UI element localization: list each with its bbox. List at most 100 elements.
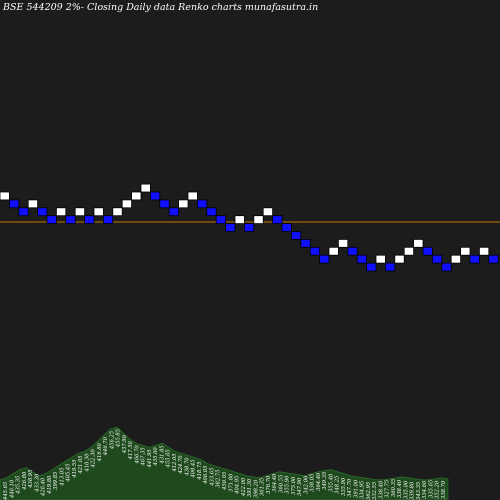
price-label: 338.40 [378,480,384,499]
price-label: 338.05 [310,474,316,492]
price-label: 364.40 [272,473,278,492]
renko-brick-up [27,199,39,209]
price-label: 445.65 [3,482,9,500]
price-label: 446.70 [103,436,109,456]
price-label: 355.40 [328,473,334,492]
renko-brick-down [37,207,48,217]
price-label: 438.70 [185,457,191,477]
renko-brick-down [149,191,161,201]
price-label: 406.05 [203,466,209,485]
renko-brick-up [140,183,151,193]
renko-brick-down [300,238,311,248]
renko-brick-up [375,254,386,264]
renko-brick-down [206,207,217,217]
renko-brick-down [309,246,321,256]
renko-brick-up [253,215,264,224]
renko-brick-up [413,238,424,248]
price-label: 455.05 [166,449,172,468]
renko-brick-up [234,215,245,224]
price-label: 376.70 [266,475,272,494]
price-label: 412.05 [172,453,178,472]
renko-brick-down [488,254,499,264]
renko-brick-down [65,215,76,224]
price-label: 456.25 [109,431,115,450]
renko-brick-down [422,246,433,256]
price-label: 455.85 [116,429,122,448]
price-label: 417.50 [128,441,134,461]
price-label: 437.90 [122,434,128,454]
price-label: 399.85 [53,472,59,490]
renko-brick-down [290,231,302,240]
volume-area [0,426,449,500]
price-label: 433.30 [34,473,40,493]
renko-brick-down [281,223,292,232]
price-label: 435.00 [153,447,159,467]
price-label: 418.75 [197,462,203,481]
price-label: 466.70 [135,445,141,465]
renko-brick-down [18,207,29,217]
renko-brick-up [394,254,405,264]
price-label: 422.00 [241,477,247,497]
price-label: 422.30 [91,449,97,469]
price-label: 446.10 [9,479,15,499]
price-label: 332.55 [372,482,378,500]
price-label: 416.80 [97,443,103,463]
renko-brick-down [168,207,179,217]
renko-brick-up [93,207,104,217]
price-label: 391.00 [353,479,359,498]
price-label: 375.00 [291,476,297,495]
chart-title: BSE 544209 2%- Closing Daily data Renko … [2,2,318,13]
price-label: 364.40 [316,472,322,491]
renko-brick-up [187,191,198,201]
renko-brick-down [215,215,226,224]
renko-brick-down [366,262,377,272]
price-label: 327.75 [385,480,391,498]
price-label: 339.80 [410,481,416,500]
price-label: 424.70 [178,455,184,475]
renko-brick-up [460,246,471,256]
price-label: 360.35 [391,479,397,497]
price-label: 426.80 [22,471,28,491]
price-label: 335.00 [403,480,409,499]
renko-brick-down [384,262,396,272]
price-label: 433.65 [210,468,216,487]
price-label: 419.80 [47,475,53,495]
renko-brick-up [328,246,339,256]
price-label: 438.95 [28,470,34,489]
price-label: 347.70 [347,478,353,497]
price-label: 382.75 [216,470,222,488]
renko-brick-down [225,223,236,232]
price-label: 348.25 [335,476,341,494]
price-label: 441.95 [147,449,153,468]
renko-brick-down [441,262,452,272]
price-label: 398.20 [253,479,259,498]
price-label: 413.05 [59,468,65,487]
volume-area-group [0,426,449,500]
renko-brick-up [403,246,415,256]
renko-brick-up [121,199,132,209]
renko-brick-down [159,199,170,209]
price-label: 335.90 [341,477,347,496]
renko-brick-down [243,223,255,232]
renko-brick-up [178,199,189,209]
renko-brick-up [112,207,123,217]
price-label: 467.35 [141,447,147,466]
renko-brick-up [450,254,462,264]
renko-brick-down [272,215,283,224]
price-label: 421.05 [78,455,84,474]
price-label: 404.95 [235,476,241,495]
price-label: 362.95 [366,482,372,500]
price-label: 410.30 [84,453,90,473]
price-label: 391.30 [247,478,253,497]
price-label: 426.40 [41,477,47,497]
price-label: 355.90 [285,475,291,494]
renko-brick-down [103,215,114,224]
price-label: 431.85 [160,445,166,464]
price-label: 347.90 [297,477,303,496]
price-label: 334.60 [422,480,428,499]
renko-brick-down [431,254,443,264]
renko-brick-up [337,238,349,248]
price-label: 338.40 [397,479,403,498]
price-label: 419.55 [72,460,78,479]
renko-brick-down [356,254,368,264]
